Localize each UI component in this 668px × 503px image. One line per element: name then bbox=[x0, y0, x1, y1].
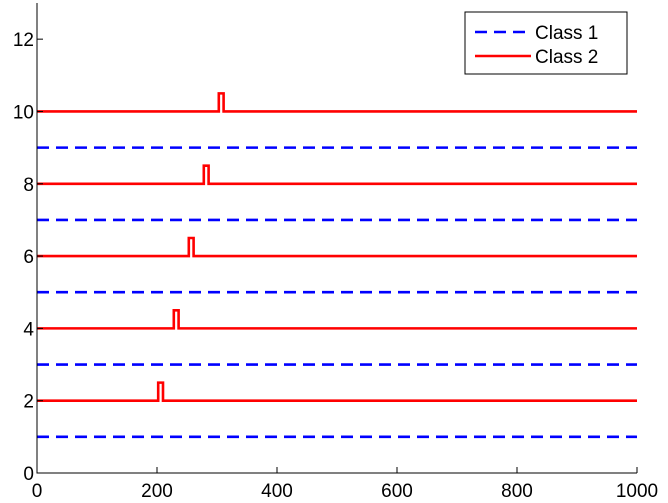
class-2-line-1 bbox=[37, 381, 637, 402]
x-tick-label: 1000 bbox=[616, 481, 658, 502]
class-2-line-2 bbox=[37, 309, 637, 330]
axes: 0 200 400 600 800 1000 0 2 4 6 8 10 12 bbox=[13, 3, 658, 502]
y-tick-label: 6 bbox=[23, 247, 34, 268]
x-tick-label: 0 bbox=[32, 481, 43, 502]
x-tick-label: 400 bbox=[261, 481, 293, 502]
x-tick-label: 600 bbox=[381, 481, 413, 502]
y-tick-label: 0 bbox=[23, 464, 34, 485]
y-tick-label: 10 bbox=[13, 102, 34, 123]
x-tick-label: 800 bbox=[501, 481, 533, 502]
x-tick-label: 200 bbox=[141, 481, 173, 502]
legend-label-class-2: Class 2 bbox=[535, 47, 598, 68]
legend: Class 1 Class 2 bbox=[464, 11, 628, 75]
legend-label-class-1: Class 1 bbox=[535, 23, 598, 44]
y-tick-label: 8 bbox=[23, 175, 34, 196]
y-tick-label: 4 bbox=[23, 319, 34, 340]
y-tick-label: 12 bbox=[13, 30, 34, 51]
y-tick-label: 2 bbox=[23, 392, 34, 413]
class-2-line-3 bbox=[37, 236, 637, 258]
class-2-line-4 bbox=[37, 164, 637, 186]
class-2-line-5 bbox=[37, 92, 637, 113]
plot-lines bbox=[37, 92, 637, 439]
legend-box bbox=[464, 11, 628, 75]
